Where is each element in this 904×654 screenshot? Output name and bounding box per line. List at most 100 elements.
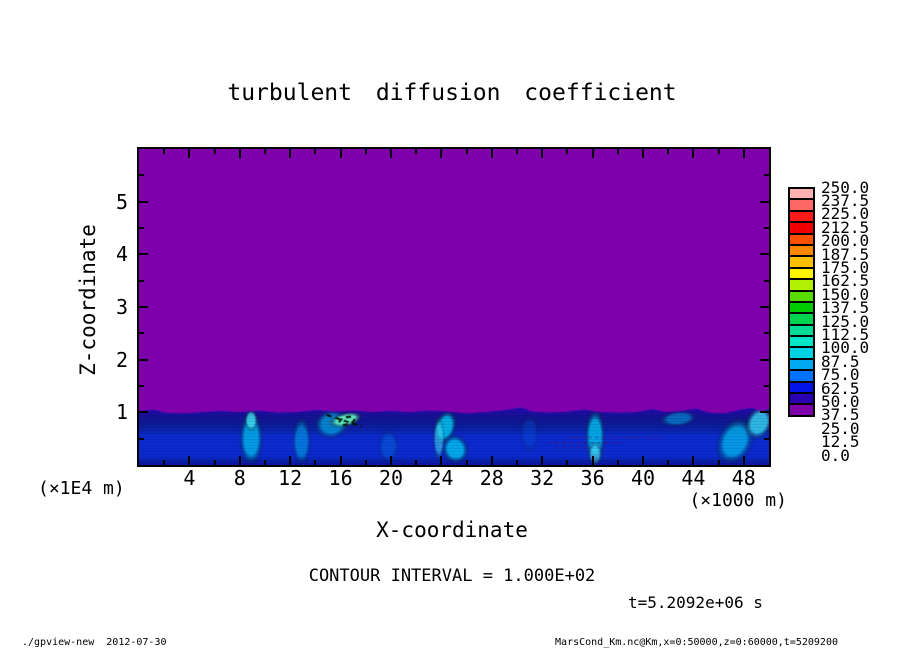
y-tick-label: 2 bbox=[115, 347, 128, 372]
x-minor-tick bbox=[516, 460, 518, 465]
colorbar bbox=[788, 187, 815, 417]
x-tick-label: 12 bbox=[278, 466, 303, 490]
colorbar-tick-label: 25.0 bbox=[821, 418, 860, 438]
y-major-tick bbox=[139, 200, 148, 203]
y-minor-tick bbox=[139, 385, 144, 387]
x-major-tick bbox=[339, 456, 342, 465]
x-major-tick bbox=[390, 149, 392, 158]
x-minor-tick bbox=[667, 149, 670, 154]
y-minor-tick bbox=[764, 332, 769, 335]
footer-program-stamp: ./gpview-new 2012-07-30 bbox=[22, 637, 167, 648]
x-major-tick bbox=[692, 456, 695, 465]
x-major-tick bbox=[390, 456, 392, 465]
x-major-tick bbox=[188, 149, 191, 158]
y-minor-tick bbox=[764, 174, 769, 177]
y-minor-tick bbox=[139, 279, 144, 282]
y-minor-tick bbox=[139, 227, 144, 229]
colorbar-tick-label: 225.0 bbox=[821, 204, 870, 224]
x-minor-tick bbox=[364, 460, 367, 465]
x-minor-tick bbox=[566, 149, 569, 154]
x-major-tick bbox=[289, 456, 292, 465]
x-tick-label: 28 bbox=[479, 466, 504, 490]
x-tick-label: 24 bbox=[429, 466, 454, 490]
x-minor-tick bbox=[163, 149, 166, 154]
y-minor-tick bbox=[764, 279, 769, 282]
x-major-tick bbox=[490, 456, 493, 465]
y-tick-label: 5 bbox=[115, 189, 128, 214]
x-minor-tick bbox=[264, 460, 266, 465]
colorbar-tick-label: 200.0 bbox=[821, 231, 870, 251]
x-major-tick bbox=[591, 149, 594, 158]
colorbar-tick-label: 50.0 bbox=[821, 391, 860, 411]
y-axis-unit: (×1E4 m) bbox=[38, 478, 125, 499]
x-tick-label: 32 bbox=[530, 466, 555, 490]
x-major-tick bbox=[541, 149, 544, 158]
x-tick-label: 36 bbox=[580, 466, 605, 490]
colorbar-tick-label: 100.0 bbox=[821, 338, 870, 358]
y-minor-tick bbox=[139, 332, 144, 335]
x-minor-tick bbox=[163, 460, 166, 465]
colorbar-tick-label: 125.0 bbox=[821, 311, 870, 331]
y-minor-tick bbox=[764, 385, 769, 387]
y-axis-title: Z-coordinate bbox=[76, 224, 100, 376]
colorbar-tick-label: 0.0 bbox=[821, 445, 850, 465]
x-major-tick bbox=[742, 456, 745, 465]
x-axis-unit: (×1000 m) bbox=[689, 490, 787, 511]
y-minor-tick bbox=[764, 227, 769, 229]
colorbar-tick-label: 162.5 bbox=[821, 271, 870, 291]
y-major-tick bbox=[760, 200, 769, 203]
x-tick-label: 48 bbox=[731, 466, 756, 490]
x-tick-label: 20 bbox=[378, 466, 404, 490]
y-major-tick bbox=[760, 358, 769, 361]
colorbar-tick-label: 187.5 bbox=[821, 244, 870, 264]
y-tick-label: 3 bbox=[115, 295, 128, 319]
colorbar-tick-label: 62.5 bbox=[821, 378, 860, 398]
x-minor-tick bbox=[717, 460, 720, 465]
x-minor-tick bbox=[717, 149, 720, 154]
x-tick-label: 4 bbox=[183, 466, 196, 490]
x-major-tick bbox=[238, 456, 241, 465]
x-tick-label: 44 bbox=[681, 466, 706, 490]
x-minor-tick bbox=[264, 149, 266, 154]
colorbar-tick-label: 150.0 bbox=[821, 284, 870, 304]
y-tick-label: 1 bbox=[115, 400, 128, 425]
y-major-tick bbox=[139, 306, 148, 308]
x-tick-label: 8 bbox=[233, 466, 246, 490]
x-minor-tick bbox=[465, 460, 468, 465]
x-major-tick bbox=[591, 456, 594, 465]
colorbar-tick-label: 250.0 bbox=[821, 177, 870, 197]
y-minor-tick bbox=[139, 174, 144, 177]
y-major-tick bbox=[760, 253, 769, 256]
colorbar-tick-label: 112.5 bbox=[821, 324, 870, 344]
x-tick-label: 16 bbox=[328, 466, 353, 490]
x-major-tick bbox=[642, 149, 644, 158]
x-major-tick bbox=[642, 456, 644, 465]
footer-data-source-stamp: MarsCond_Km.nc@Km,x=0:50000,z=0:60000,t=… bbox=[555, 637, 838, 648]
x-axis-title: X-coordinate bbox=[376, 518, 528, 542]
colorbar-tick-label: 237.5 bbox=[821, 190, 870, 210]
x-minor-tick bbox=[616, 149, 619, 154]
x-major-tick bbox=[692, 149, 695, 158]
x-minor-tick bbox=[415, 149, 418, 154]
colorbar-tick-label: 37.5 bbox=[821, 405, 860, 425]
colorbar-tick-label: 12.5 bbox=[821, 432, 860, 452]
colorbar-tick-label: 212.5 bbox=[821, 217, 870, 237]
y-minor-tick bbox=[764, 437, 769, 440]
y-major-tick bbox=[139, 358, 148, 361]
colorbar-tick-label: 175.0 bbox=[821, 257, 870, 277]
y-major-tick bbox=[760, 306, 769, 308]
x-major-tick bbox=[541, 456, 544, 465]
x-major-tick bbox=[188, 456, 191, 465]
y-minor-tick bbox=[139, 437, 144, 440]
time-annotation: t=5.2092e+06 s bbox=[628, 593, 763, 612]
x-minor-tick bbox=[415, 460, 418, 465]
x-minor-tick bbox=[566, 460, 569, 465]
x-major-tick bbox=[238, 149, 241, 158]
x-minor-tick bbox=[314, 460, 317, 465]
colorbar-tick-label: 75.0 bbox=[821, 365, 860, 385]
x-major-tick bbox=[742, 149, 745, 158]
x-major-tick bbox=[490, 149, 493, 158]
x-tick-label: 40 bbox=[630, 466, 656, 490]
x-minor-tick bbox=[516, 149, 518, 154]
